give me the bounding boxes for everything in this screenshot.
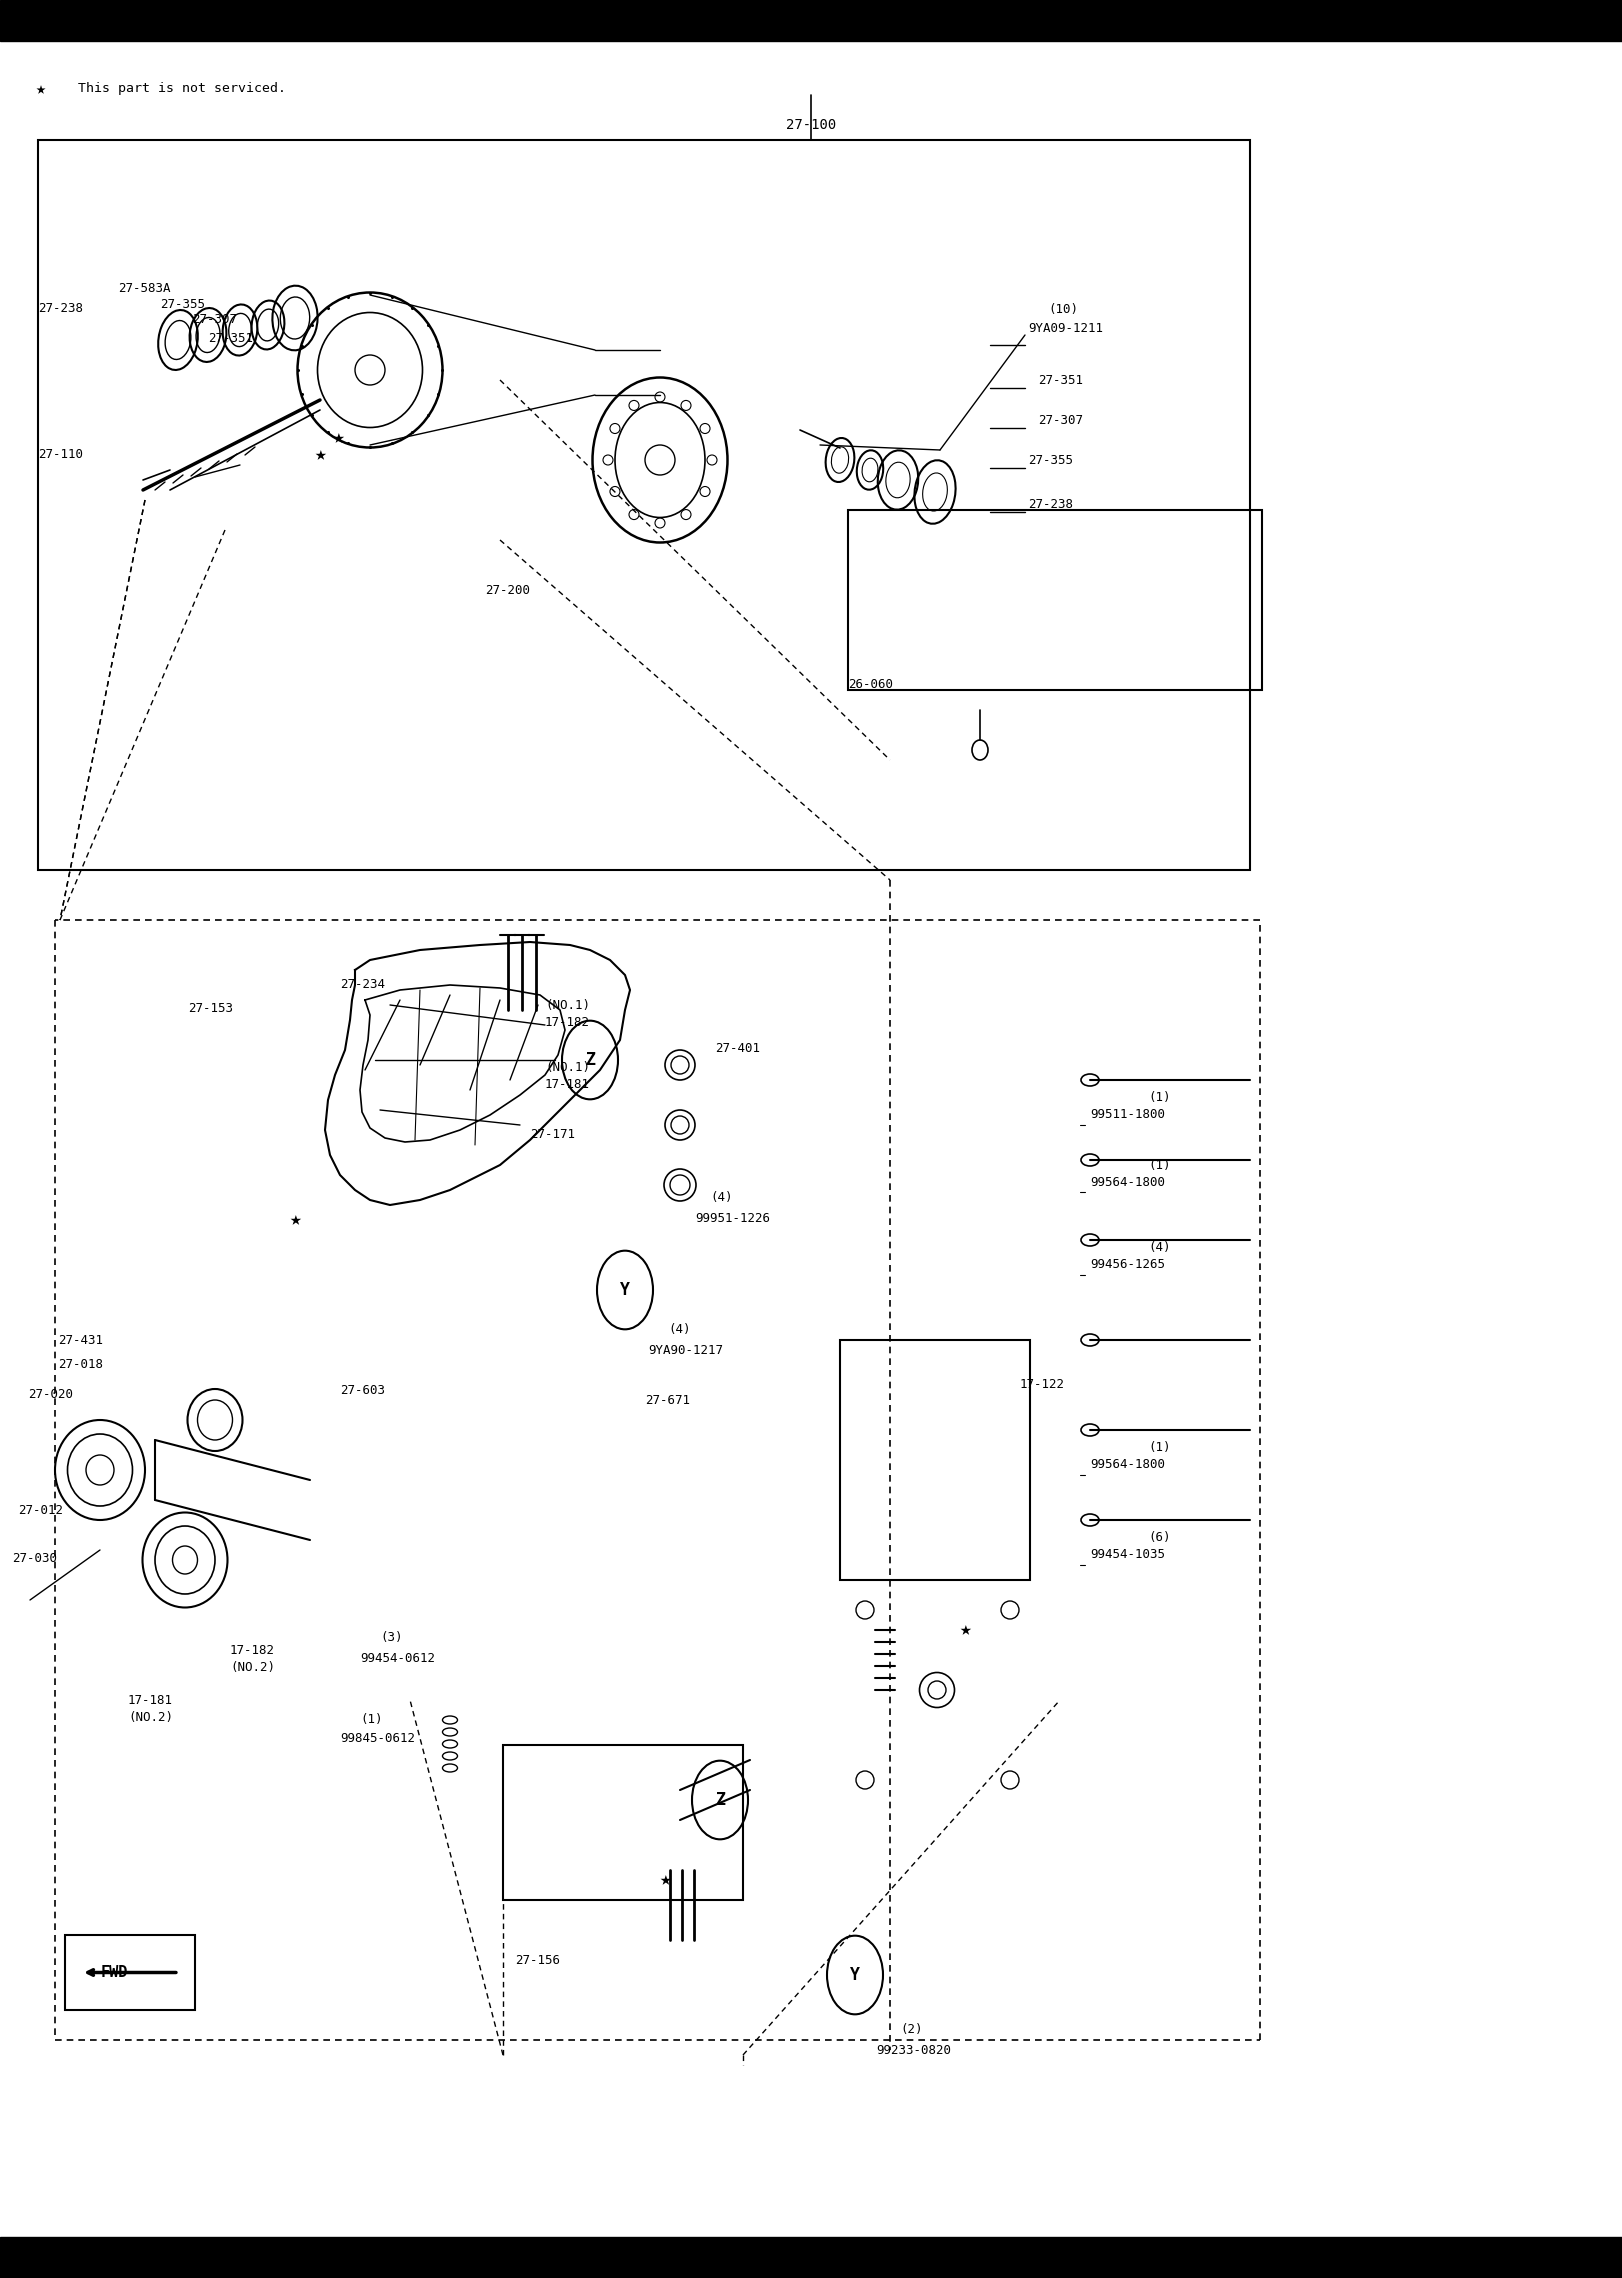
Text: (NO.1): (NO.1) (545, 1062, 590, 1075)
Text: (2): (2) (900, 2023, 923, 2037)
Text: 27-030: 27-030 (11, 1551, 57, 1565)
Text: (NO.1): (NO.1) (545, 998, 590, 1011)
Text: 99454-1035: 99454-1035 (1090, 1549, 1165, 1560)
Bar (848, 510, 1262, 690)
Text: 27-153: 27-153 (188, 1002, 234, 1014)
Text: 9YA09-1211: 9YA09-1211 (1028, 321, 1103, 335)
Text: 99564-1800: 99564-1800 (1090, 1175, 1165, 1189)
Text: ★: ★ (659, 1870, 672, 1888)
Text: 9YA90-1217: 9YA90-1217 (649, 1344, 723, 1355)
Text: (4): (4) (1148, 1242, 1171, 1255)
Text: (NO.2): (NO.2) (230, 1661, 276, 1674)
Text: (1): (1) (1148, 1091, 1171, 1105)
Text: ★: ★ (315, 446, 326, 465)
Text: 17-181: 17-181 (545, 1077, 590, 1091)
Bar (0, 2237, 1622, 2278)
Bar (0, 0, 1622, 41)
Text: 99511-1800: 99511-1800 (1090, 1109, 1165, 1121)
Text: This part is not serviced.: This part is not serviced. (78, 82, 285, 96)
Text: ★: ★ (333, 428, 344, 446)
Text: ★: ★ (36, 80, 45, 98)
Text: 26-060: 26-060 (848, 679, 894, 693)
Text: (4): (4) (668, 1324, 691, 1337)
Text: (NO.2): (NO.2) (128, 1711, 174, 1724)
Text: 17-182: 17-182 (230, 1642, 276, 1656)
Text: 99233-0820: 99233-0820 (876, 2043, 950, 2057)
Text: 17-182: 17-182 (545, 1016, 590, 1027)
Text: ★: ★ (959, 1620, 972, 1640)
Text: 99564-1800: 99564-1800 (1090, 1458, 1165, 1472)
Text: 17-181: 17-181 (128, 1693, 174, 1706)
Text: 27-018: 27-018 (58, 1358, 104, 1371)
Text: 27-020: 27-020 (28, 1390, 73, 1401)
Text: FWD: FWD (101, 1966, 128, 1980)
Text: 27-355: 27-355 (161, 298, 204, 312)
Text: Y: Y (620, 1280, 629, 1298)
Text: 27-200: 27-200 (485, 583, 530, 597)
Text: ★: ★ (289, 1210, 300, 1230)
Text: 99845-0612: 99845-0612 (341, 1731, 415, 1745)
Text: Y: Y (850, 1966, 860, 1984)
Text: (1): (1) (360, 1713, 383, 1727)
Text: 27-100: 27-100 (787, 118, 835, 132)
Bar (840, 1339, 1030, 1581)
Text: (1): (1) (1148, 1442, 1171, 1453)
Text: 27-351: 27-351 (208, 333, 253, 344)
Text: 27-583A: 27-583A (118, 282, 170, 294)
Text: 27-238: 27-238 (37, 301, 83, 314)
Text: 27-171: 27-171 (530, 1128, 576, 1141)
Text: Z: Z (586, 1050, 595, 1068)
Text: 27-671: 27-671 (646, 1394, 689, 1406)
Text: 17-122: 17-122 (1020, 1378, 1066, 1392)
Text: 27-307: 27-307 (191, 314, 237, 326)
Bar (65, 1934, 195, 2009)
Text: 99951-1226: 99951-1226 (694, 1212, 770, 1226)
Text: 27-401: 27-401 (715, 1041, 761, 1055)
Text: 27-603: 27-603 (341, 1383, 384, 1396)
Text: (6): (6) (1148, 1531, 1171, 1544)
Text: Z: Z (715, 1791, 725, 1809)
Text: 27-234: 27-234 (341, 980, 384, 991)
Text: 27-431: 27-431 (58, 1333, 104, 1346)
Text: 27-307: 27-307 (1038, 415, 1083, 426)
Bar (503, 1745, 743, 1900)
Text: (4): (4) (710, 1191, 733, 1205)
Text: (3): (3) (380, 1631, 402, 1645)
Text: 27-012: 27-012 (18, 1503, 63, 1517)
Text: (1): (1) (1148, 1160, 1171, 1171)
Text: 27-238: 27-238 (1028, 499, 1074, 513)
Text: 99454-0612: 99454-0612 (360, 1652, 435, 1665)
Text: 27-351: 27-351 (1038, 374, 1083, 387)
Text: 27-156: 27-156 (516, 1955, 560, 1966)
Text: 99456-1265: 99456-1265 (1090, 1257, 1165, 1271)
Text: 27-110: 27-110 (37, 449, 83, 462)
Text: (10): (10) (1048, 303, 1079, 317)
Bar (37, 139, 1251, 870)
Text: 27-355: 27-355 (1028, 453, 1074, 467)
